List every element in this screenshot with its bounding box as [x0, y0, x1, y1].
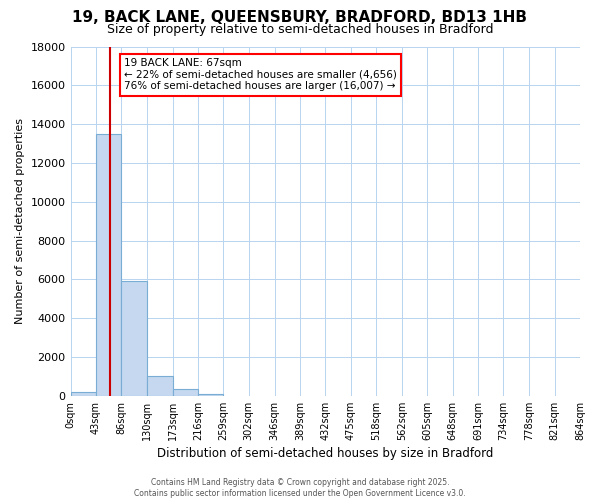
Text: Contains HM Land Registry data © Crown copyright and database right 2025.
Contai: Contains HM Land Registry data © Crown c… — [134, 478, 466, 498]
Y-axis label: Number of semi-detached properties: Number of semi-detached properties — [15, 118, 25, 324]
Bar — [121, 282, 146, 396]
Bar — [96, 134, 121, 396]
Bar — [198, 394, 223, 396]
Text: Size of property relative to semi-detached houses in Bradford: Size of property relative to semi-detach… — [107, 22, 493, 36]
X-axis label: Distribution of semi-detached houses by size in Bradford: Distribution of semi-detached houses by … — [157, 447, 493, 460]
Bar — [173, 389, 198, 396]
Bar — [71, 392, 96, 396]
Bar — [147, 376, 173, 396]
Text: 19, BACK LANE, QUEENSBURY, BRADFORD, BD13 1HB: 19, BACK LANE, QUEENSBURY, BRADFORD, BD1… — [73, 10, 527, 25]
Text: 19 BACK LANE: 67sqm
← 22% of semi-detached houses are smaller (4,656)
76% of sem: 19 BACK LANE: 67sqm ← 22% of semi-detach… — [124, 58, 397, 92]
